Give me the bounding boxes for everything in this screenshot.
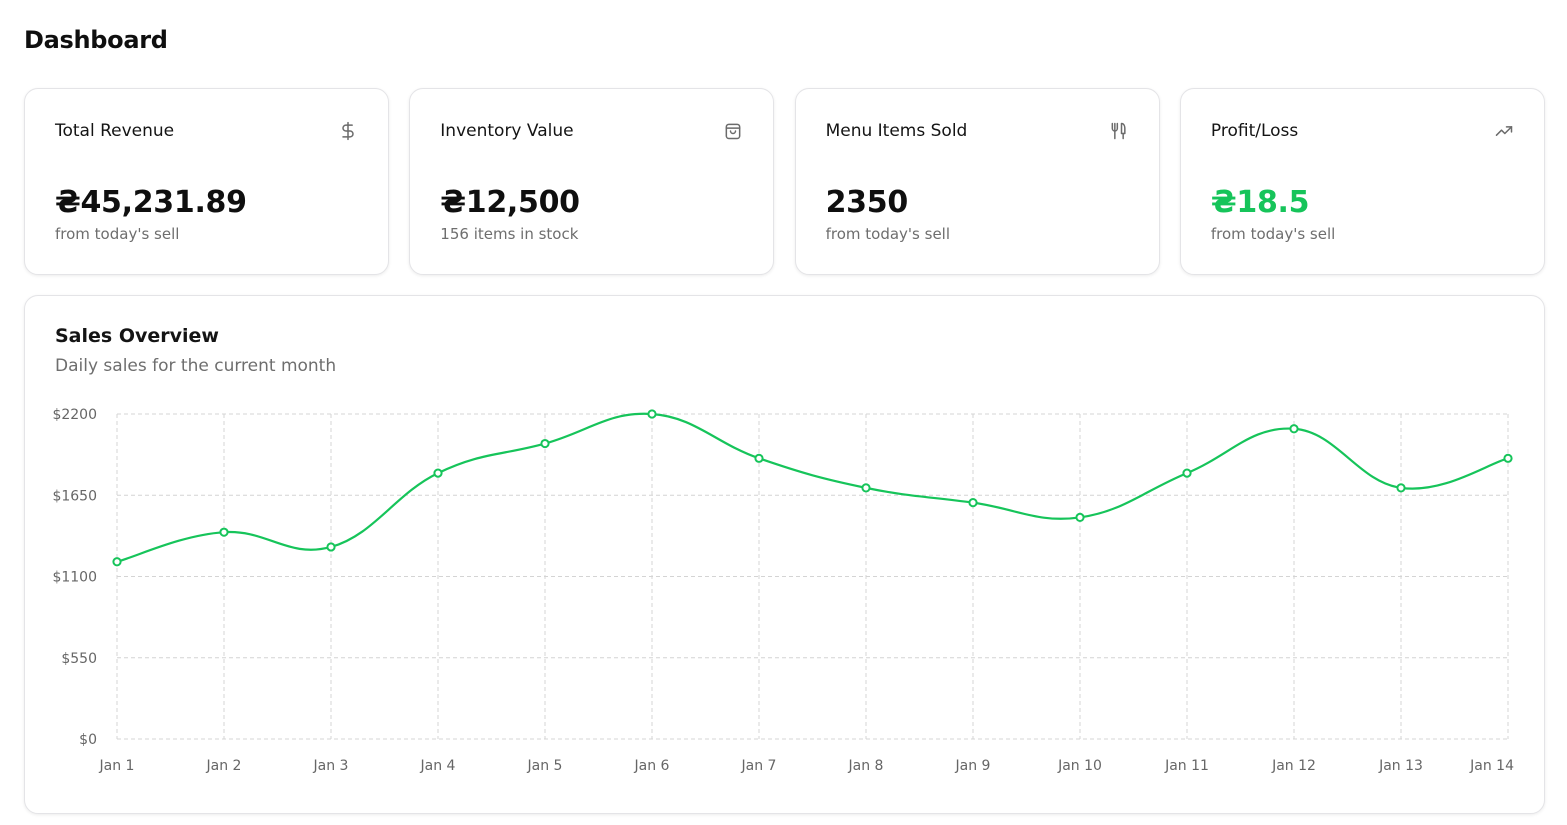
- x-tick-label: Jan 12: [1271, 758, 1316, 774]
- card-subtext: from today's sell: [1210, 225, 1336, 243]
- dollar-icon: [338, 121, 358, 141]
- x-tick-label: Jan 6: [634, 758, 670, 774]
- x-tick-label: Jan 9: [955, 758, 991, 774]
- x-tick-label: Jan 13: [1378, 758, 1423, 774]
- data-point: [326, 542, 336, 552]
- card-total-revenue: Total Revenue ₴45,231.89 from today's se…: [24, 88, 389, 275]
- x-tick-label: Jan 11: [1164, 758, 1209, 774]
- data-point: [1396, 483, 1406, 493]
- shopping-bag-icon: [723, 121, 743, 141]
- data-point: [433, 468, 443, 478]
- x-tick-label: Jan 10: [1057, 758, 1102, 774]
- chart-title: Sales Overview: [55, 325, 219, 347]
- x-tick-label: Jan 14: [1469, 758, 1514, 774]
- utensils-icon: [1109, 121, 1129, 141]
- data-point: [861, 483, 871, 493]
- card-subtext: from today's sell: [825, 225, 951, 243]
- stat-cards: Total Revenue ₴45,231.89 from today's se…: [24, 88, 1545, 275]
- card-value: ₴45,231.89: [55, 185, 247, 220]
- x-tick-label: Jan 7: [741, 758, 777, 774]
- card-value: 2350: [825, 185, 909, 220]
- card-value: ₴18.5: [1210, 185, 1310, 220]
- x-tick-label: Jan 1: [99, 758, 135, 774]
- sales-overview-card: Sales Overview Daily sales for the curre…: [24, 295, 1545, 814]
- x-tick-label: Jan 4: [420, 758, 456, 774]
- data-point: [647, 409, 657, 419]
- card-subtext: from today's sell: [55, 225, 180, 243]
- data-point: [540, 438, 550, 449]
- data-point: [1182, 468, 1192, 478]
- card-label: Total Revenue: [55, 121, 175, 141]
- card-profit-loss: Profit/Loss ₴18.5 from today's sell: [1179, 88, 1545, 275]
- y-tick-label: $1650: [52, 488, 97, 504]
- card-label: Inventory Value: [440, 121, 574, 141]
- card-inventory-value: Inventory Value ₴12,500 156 items in sto…: [409, 88, 775, 275]
- x-tick-label: Jan 8: [848, 758, 884, 774]
- card-menu-items-sold: Menu Items Sold 2350 from today's sell: [794, 88, 1160, 275]
- data-point: [1503, 453, 1513, 463]
- card-subtext: 156 items in stock: [440, 225, 579, 243]
- card-value: ₴12,500: [440, 185, 580, 220]
- data-point: [754, 453, 764, 463]
- data-point: [219, 527, 229, 537]
- y-tick-label: $1100: [52, 570, 97, 586]
- card-label: Menu Items Sold: [825, 121, 968, 141]
- chart-subtitle: Daily sales for the current month: [55, 356, 337, 376]
- x-tick-label: Jan 3: [313, 758, 349, 774]
- card-label: Profit/Loss: [1210, 121, 1299, 141]
- trending-up-icon: [1494, 121, 1514, 141]
- sales-line-chart: $0 $550 $1100 $1650 $2200 Jan 1 Jan 2 Jan 3 Jan …: [52, 407, 1514, 774]
- y-tick-label: $2200: [52, 407, 97, 423]
- x-tick-label: Jan 5: [527, 758, 563, 774]
- y-tick-label: $0: [79, 732, 97, 748]
- data-point: [1075, 512, 1085, 523]
- y-tick-label: $550: [61, 651, 97, 667]
- data-point: [1289, 424, 1299, 434]
- data-point: [968, 498, 978, 508]
- data-point: [112, 557, 122, 567]
- x-tick-label: Jan 2: [206, 758, 242, 774]
- page-title: Dashboard: [24, 26, 168, 54]
- sales-series-line: [116, 412, 1509, 563]
